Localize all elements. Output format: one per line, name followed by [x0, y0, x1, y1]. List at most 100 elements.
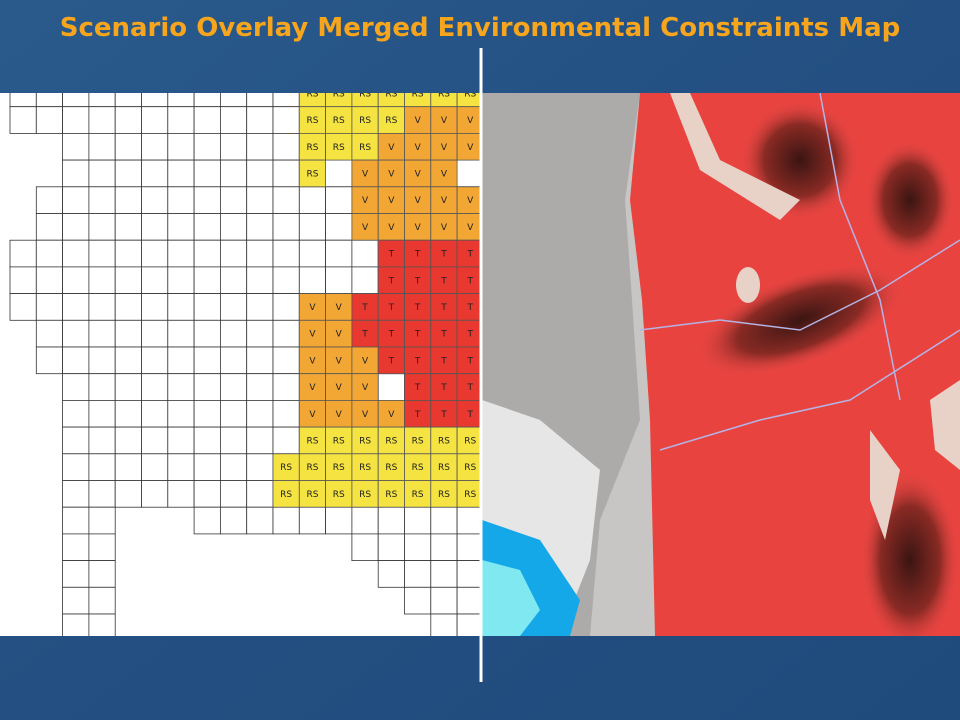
zone-cell [377, 293, 405, 321]
grid-cell [272, 346, 300, 375]
zone-cell [456, 453, 482, 481]
grid-cell [246, 506, 274, 535]
cell-label: T [361, 330, 368, 340]
grid-cell [430, 586, 458, 615]
grid-cell [219, 186, 248, 214]
grid-cell [88, 159, 116, 188]
cell-label: V [441, 169, 448, 179]
grid-cell [193, 319, 221, 348]
cell-label: T [467, 383, 474, 393]
grid-cell [167, 293, 195, 321]
cell-label: RS [306, 436, 318, 446]
cell-label: V [362, 356, 369, 366]
cell-label: RS [385, 116, 397, 126]
cell-label: RS [412, 89, 424, 99]
cell-label: T [440, 250, 447, 260]
grid-cell [167, 106, 195, 134]
grid-cell [88, 399, 116, 428]
grid-cell [167, 132, 195, 161]
zone-cell [404, 266, 432, 294]
grid-cell [246, 213, 274, 241]
grid-cell [193, 480, 221, 508]
cell-label: V [362, 196, 369, 206]
zone-cell [456, 213, 482, 241]
grid-cell [88, 586, 116, 615]
grid-cell [88, 373, 116, 401]
grid-cell [62, 453, 90, 481]
cell-label: RS [359, 143, 371, 153]
grid-cell [114, 480, 142, 508]
cell-label: V [336, 383, 343, 393]
grid-cell [272, 213, 300, 241]
zone-cell [298, 293, 326, 321]
zone-cell [298, 346, 326, 375]
zone-cell [351, 213, 379, 241]
grid-cell [88, 132, 116, 161]
grid-cell [62, 346, 90, 375]
grid-cell [35, 239, 63, 268]
zone-cell [325, 132, 353, 161]
cell-label: T [388, 303, 395, 313]
grid-cell [298, 239, 326, 268]
cell-label: V [309, 410, 316, 420]
zone-cell [272, 480, 300, 508]
cell-label: T [388, 276, 395, 286]
zone-cell [325, 426, 353, 455]
cell-label: RS [385, 436, 397, 446]
grid-cell [325, 186, 353, 214]
grid-cell [167, 213, 195, 241]
grid-cell [35, 106, 63, 134]
zone-cell [456, 266, 482, 294]
grid-cell [351, 506, 379, 535]
cell-label: V [441, 143, 448, 153]
grid-cell [141, 426, 169, 455]
cell-label: V [415, 223, 422, 233]
cell-label: RS [306, 89, 318, 99]
grid-cell [62, 373, 90, 401]
grid-cell [62, 506, 90, 535]
grid-cell [246, 106, 274, 134]
grid-cell [141, 132, 169, 161]
grid-cell [35, 213, 63, 241]
cell-label: T [414, 250, 421, 260]
zone-cell [430, 399, 458, 428]
zone-cell [456, 346, 482, 375]
grid-cell [272, 132, 300, 161]
grid-cell [62, 319, 90, 348]
zone-cell [325, 346, 353, 375]
cell-label: V [415, 116, 422, 126]
zone-cell [351, 426, 379, 455]
cell-label: RS [333, 463, 345, 473]
cell-label: RS [438, 463, 450, 473]
grid-cell [351, 533, 379, 562]
grid-cell [88, 426, 116, 455]
grid-cell [193, 453, 221, 481]
slide-title: Scenario Overlay Merged Environmental Co… [60, 13, 901, 43]
cell-label: RS [359, 116, 371, 126]
grid-cell [246, 319, 274, 348]
grid-cell [88, 453, 116, 481]
grid-cell [114, 106, 142, 134]
grid-cell [114, 266, 142, 294]
grid-cell [219, 319, 248, 348]
grid-cell [272, 319, 300, 348]
cell-label: V [388, 223, 395, 233]
grid-cell [219, 106, 248, 134]
cell-label: T [440, 356, 447, 366]
zone-cell [351, 453, 379, 481]
open-area [670, 93, 800, 220]
grid-cell [167, 159, 195, 188]
grid-cell [88, 533, 116, 562]
grid-cell [141, 186, 169, 214]
cell-label: RS [280, 490, 292, 500]
zone-cell [404, 239, 432, 268]
cell-label: RS [412, 436, 424, 446]
grid-cell [351, 266, 379, 294]
cell-label: V [362, 169, 369, 179]
grid-cell [193, 293, 221, 321]
stream [639, 239, 960, 331]
cell-label: RS [385, 490, 397, 500]
cell-label: V [388, 169, 395, 179]
zone-cell [430, 132, 458, 161]
